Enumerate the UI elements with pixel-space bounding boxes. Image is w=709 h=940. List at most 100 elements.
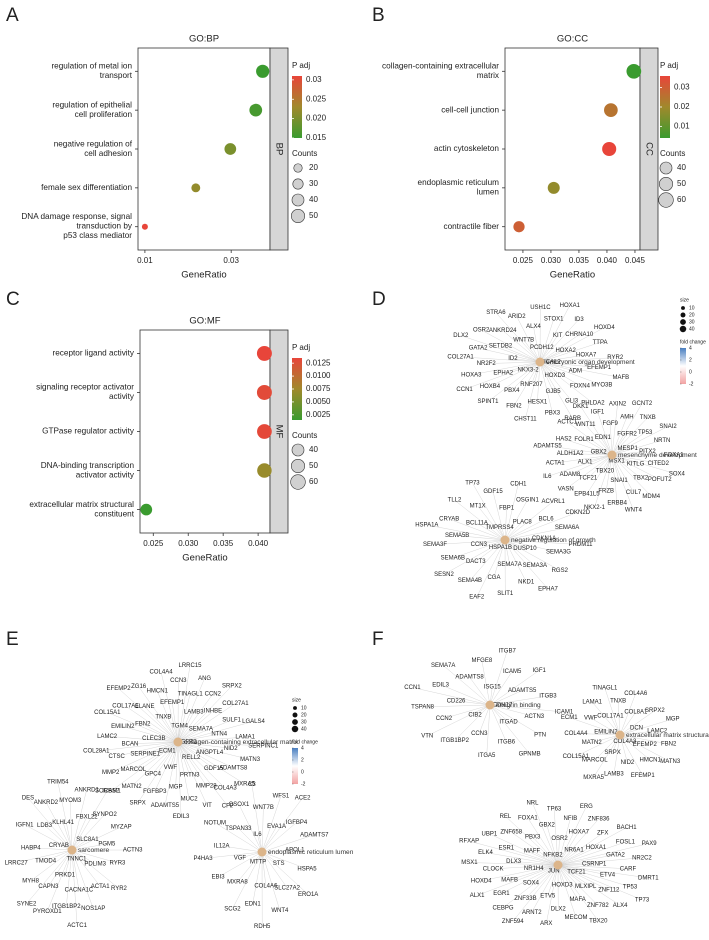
edge bbox=[251, 784, 263, 853]
gene-label: CCN1 bbox=[456, 387, 473, 393]
edge bbox=[611, 454, 618, 503]
dot bbox=[513, 221, 525, 233]
colorbar-label: 0.020 bbox=[306, 114, 327, 123]
gene-label: CD226 bbox=[447, 698, 466, 704]
edge bbox=[512, 358, 541, 363]
gene-label: TMOD4 bbox=[35, 858, 57, 864]
edge bbox=[489, 833, 559, 866]
y-tick-label: female sex differentiation bbox=[41, 183, 132, 192]
gene-label: OSR2 bbox=[473, 327, 490, 333]
colorbar-label: 0.02 bbox=[674, 102, 690, 111]
edge bbox=[261, 851, 288, 888]
edge bbox=[476, 522, 506, 541]
gene-label: MGP bbox=[666, 717, 680, 723]
edge bbox=[443, 539, 506, 575]
colorbar-label: -2 bbox=[301, 781, 306, 787]
gene-label: IL12A bbox=[214, 843, 230, 849]
gene-label: APOL1 bbox=[285, 848, 305, 854]
gene-label: FGFR2 bbox=[177, 740, 197, 746]
gene-label: PGM5 bbox=[98, 842, 116, 848]
colorbar-label: 4 bbox=[301, 745, 304, 751]
edge bbox=[71, 849, 120, 889]
gene-label: CCN1 bbox=[404, 685, 421, 691]
gene-label: SNAI2 bbox=[659, 424, 677, 430]
edge bbox=[539, 305, 570, 363]
edge bbox=[547, 454, 613, 477]
edge bbox=[261, 822, 297, 853]
y-tick-label: endoplasmic reticulum lumen bbox=[418, 178, 500, 197]
edge bbox=[500, 345, 541, 363]
edge bbox=[532, 802, 559, 866]
gene-label: LAMA1 bbox=[235, 735, 255, 741]
edge bbox=[489, 690, 523, 706]
y-tick-label: regulation of metal ion transport bbox=[51, 62, 132, 81]
size-key bbox=[292, 712, 298, 718]
gene-label: PAX9 bbox=[642, 841, 658, 847]
hub-node bbox=[535, 357, 545, 367]
edge bbox=[45, 849, 73, 862]
gene-label: EBI3 bbox=[212, 875, 226, 881]
edge bbox=[177, 685, 232, 743]
gene-label: ERO1A bbox=[298, 892, 318, 898]
edge bbox=[475, 539, 506, 562]
gene-label: GPC4 bbox=[145, 771, 162, 777]
edge bbox=[565, 454, 613, 490]
y-tick-label: regulation of epithelial cell proliferati… bbox=[52, 101, 132, 120]
edge bbox=[177, 741, 207, 786]
gene-label: NKD1 bbox=[518, 579, 535, 585]
edge bbox=[477, 505, 506, 541]
size-key bbox=[658, 192, 674, 208]
gene-label: SRPX2 bbox=[645, 708, 665, 714]
gene-label: MGP bbox=[169, 784, 183, 790]
gene-label: HSPA5 bbox=[297, 866, 317, 872]
label-line: collagen-containing extracellular bbox=[382, 62, 499, 71]
colorbar bbox=[660, 76, 670, 138]
chart-title: GO:BP bbox=[189, 34, 219, 45]
gene-label: RFXAP bbox=[459, 839, 479, 845]
gene-label: RYR2 bbox=[607, 355, 624, 361]
edge bbox=[567, 421, 613, 456]
colorbar bbox=[292, 76, 302, 138]
edge bbox=[533, 326, 541, 363]
edge bbox=[116, 741, 179, 757]
edge bbox=[513, 361, 541, 406]
gene-label: CCN2 bbox=[205, 692, 222, 698]
edge bbox=[177, 693, 191, 743]
gene-label: PRTN3 bbox=[180, 773, 200, 779]
gene-label: ZFX bbox=[597, 831, 608, 837]
gene-label: SORBS2 bbox=[95, 788, 120, 794]
hub-label: embryonic organ development bbox=[546, 359, 635, 366]
gene-label: ZNF836 bbox=[588, 817, 610, 823]
edge bbox=[557, 864, 609, 891]
gene-label: NOTUM bbox=[204, 820, 226, 826]
gene-label: CFP bbox=[222, 804, 234, 810]
edge bbox=[611, 454, 641, 479]
edge bbox=[30, 847, 73, 851]
edge bbox=[613, 734, 621, 774]
hub-label: mesenchyme development bbox=[618, 452, 697, 459]
gene-label: ARID2 bbox=[508, 314, 526, 320]
edge bbox=[232, 851, 263, 909]
edge bbox=[611, 416, 628, 456]
dot bbox=[547, 181, 560, 194]
gene-label: ESR1 bbox=[498, 845, 514, 851]
gene-label: PRKD1 bbox=[55, 872, 76, 878]
gene-label: P4HA3 bbox=[194, 856, 214, 862]
size-key-label: 40 bbox=[689, 326, 695, 332]
gene-label: TP63 bbox=[547, 806, 562, 812]
gene-label: MDM4 bbox=[642, 494, 660, 500]
edge bbox=[16, 849, 73, 863]
gene-label: MATN3 bbox=[240, 757, 261, 763]
gene-label: COL4A6 bbox=[624, 691, 648, 697]
gene-label: NR1H4 bbox=[524, 866, 544, 872]
colorbar-label: 0.0075 bbox=[306, 384, 331, 393]
edge bbox=[129, 741, 179, 744]
gene-label: MESP1 bbox=[618, 446, 639, 452]
gene-label: EFEMP2 bbox=[107, 686, 132, 692]
edge bbox=[133, 741, 179, 770]
gene-label: SESN2 bbox=[434, 572, 454, 578]
label-line: activator activity bbox=[76, 470, 135, 479]
gene-label: ALX1 bbox=[470, 893, 485, 899]
edge bbox=[504, 539, 581, 545]
edge bbox=[457, 535, 506, 541]
